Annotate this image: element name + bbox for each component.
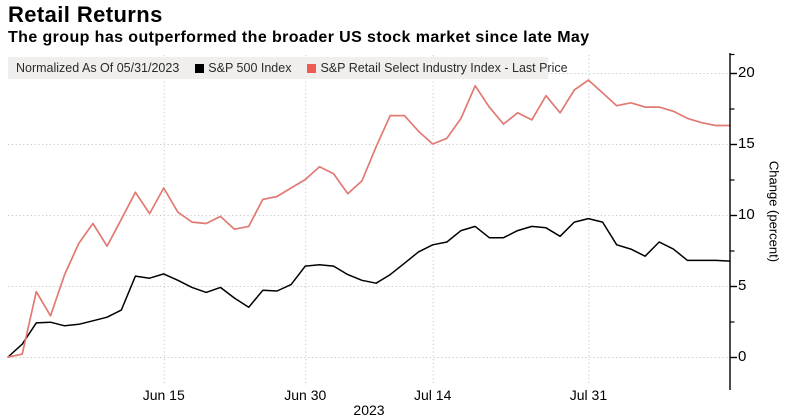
- chart-subtitle: The group has outperformed the broader U…: [8, 29, 590, 46]
- sp500-line-series: [7, 217, 731, 358]
- page-title: Retail Returns: [8, 2, 163, 27]
- legend-label-sp500: S&P 500 Index: [208, 61, 292, 75]
- legend-label-retail: S&P Retail Select Industry Index - Last …: [320, 61, 568, 75]
- legend-item-retail: S&P Retail Select Industry Index - Last …: [307, 61, 568, 75]
- y-tick-label: 0: [738, 348, 747, 365]
- x-axis-year-label: 2023: [353, 402, 385, 418]
- retail-swatch-icon: [307, 63, 317, 73]
- x-tick-label: Jul 31: [569, 387, 608, 403]
- x-tick-label: Jul 14: [414, 387, 452, 403]
- sp500-swatch-icon: [195, 63, 205, 73]
- legend-note: Normalized As Of 05/31/2023: [16, 61, 180, 75]
- y-tick-label: 20: [738, 64, 755, 81]
- legend-item-sp500: S&P 500 Index: [195, 61, 291, 75]
- chart-legend: Normalized As Of 05/31/2023 S&P 500 Inde…: [8, 57, 568, 79]
- y-tick-label: 10: [738, 206, 755, 223]
- y-axis-title: Change (percent): [766, 160, 782, 263]
- retail-line-series: [7, 79, 731, 358]
- x-tick-label: Jun 15: [142, 387, 185, 403]
- x-tick-label: Jun 30: [284, 387, 327, 403]
- y-tick-label: 15: [738, 135, 755, 152]
- y-tick-label: 5: [738, 277, 747, 294]
